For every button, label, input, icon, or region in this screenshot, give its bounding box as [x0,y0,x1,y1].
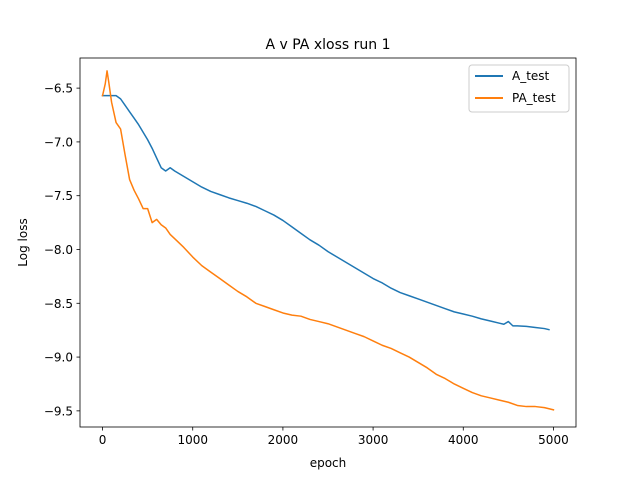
y-tick-label: −9.5 [44,404,73,418]
series-line-a-test [101,94,550,331]
y-axis: −6.5 −7.0 −7.5 −8.0 −8.5 −9.0 −9.5 [44,82,80,418]
y-tick-label: −6.5 [44,82,73,96]
chart-title: A v PA xloss run 1 [266,37,391,53]
x-tick-label: 2000 [268,433,299,447]
series-line-pa-test [101,70,555,411]
y-tick-label: −8.5 [44,297,73,311]
legend-label-pa-test: PA_test [512,91,556,105]
y-tick-label: −7.5 [44,189,73,203]
x-tick-label: 0 [99,433,107,447]
x-tick-label: 4000 [448,433,479,447]
y-tick-label: −9.0 [44,351,73,365]
x-axis: 0 1000 2000 3000 4000 5000 [99,427,569,447]
series-group [101,70,555,411]
legend-label-a-test: A_test [512,69,550,83]
x-axis-label: epoch [310,456,347,470]
legend: A_test PA_test [468,64,570,113]
axes-frame [79,57,577,428]
y-axis-label: Log loss [16,218,30,266]
x-tick-label: 5000 [538,433,569,447]
y-tick-label: −7.0 [44,135,73,149]
plot-area [79,57,577,428]
y-tick-label: −8.0 [44,243,73,257]
x-tick-label: 1000 [177,433,208,447]
x-tick-label: 3000 [358,433,389,447]
